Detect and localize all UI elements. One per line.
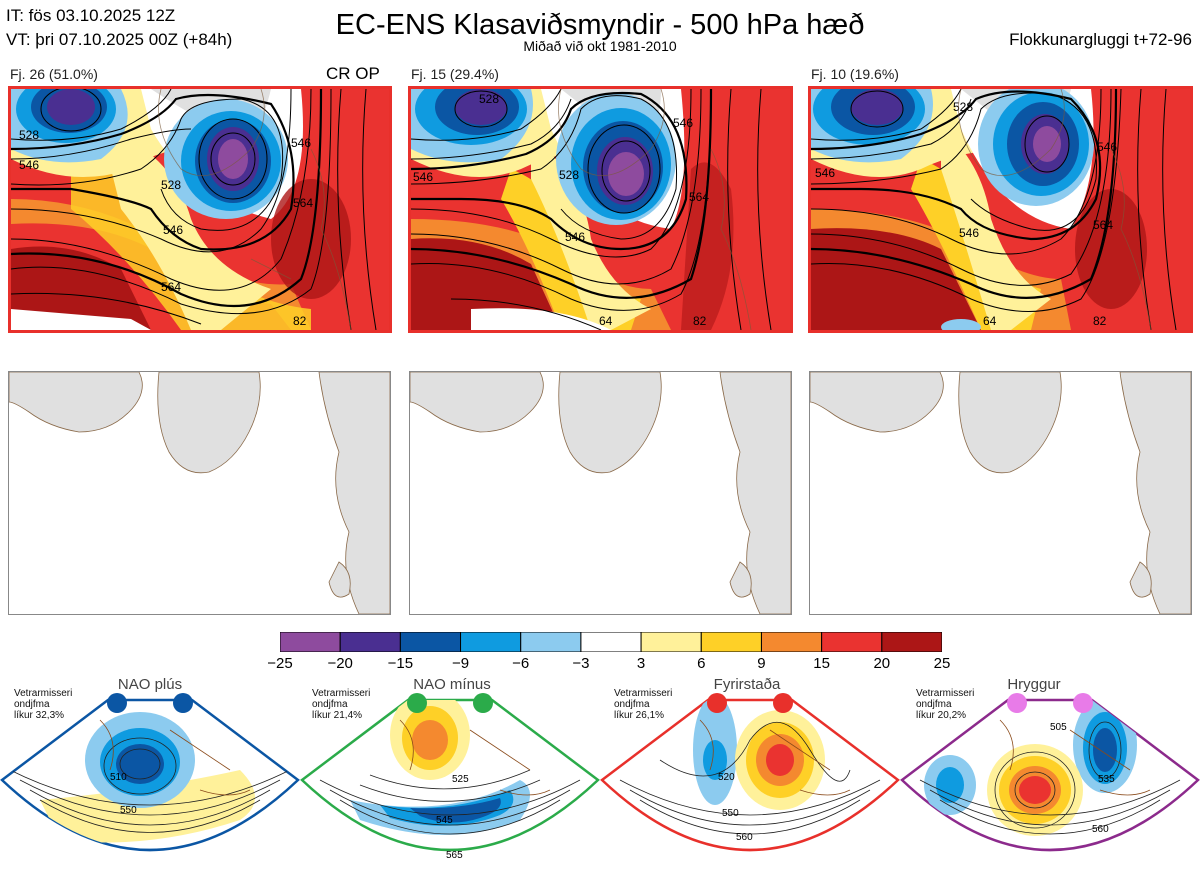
colorbar-tick-label: −15 xyxy=(387,655,414,672)
colorbar-segment xyxy=(821,631,883,653)
contour-label: 528 xyxy=(161,178,181,192)
contour-label: 64 xyxy=(599,314,613,328)
contour-label: 546 xyxy=(19,158,39,172)
contour-label: 82 xyxy=(293,314,307,328)
blank-map-2[interactable] xyxy=(409,371,792,615)
contour-label: 82 xyxy=(693,314,707,328)
contour-label: 546 xyxy=(815,166,835,180)
contour-label: 510 xyxy=(110,772,127,783)
regime-title-ridge: Hryggur xyxy=(1007,676,1061,693)
regime-map-nao-minus[interactable]: 525 545 565 xyxy=(300,690,600,871)
regime-note-ridge: Vetrarmisseri ondjfma líkur 20,2% xyxy=(916,688,975,721)
regime-title-blocking: Fyrirstaða xyxy=(713,676,781,693)
contour-label: 535 xyxy=(1098,774,1115,785)
regime-note-blocking: Vetrarmisseri ondjfma líkur 26,1% xyxy=(614,688,673,721)
cluster-1-label: Fj. 26 (51.0%) xyxy=(10,66,98,82)
regime-map-blocking[interactable]: 520 550 560 xyxy=(600,690,900,871)
contour-label: 525 xyxy=(452,774,469,785)
contour-label: 565 xyxy=(446,850,463,861)
colorbar-segment xyxy=(520,631,582,653)
initial-time: IT: fös 03.10.2025 12Z xyxy=(6,6,176,25)
colorbar-tick-label: −20 xyxy=(327,655,353,672)
regime-map-ridge[interactable]: 505 535 560 xyxy=(900,690,1200,871)
contour-label: 528 xyxy=(19,128,39,142)
colorbar-segment xyxy=(640,631,702,653)
contour-label: 82 xyxy=(1093,314,1107,328)
regime-note-nao-minus: Vetrarmisseri ondjfma líkur 21,4% xyxy=(312,688,371,721)
contour-label: 528 xyxy=(953,100,973,114)
contour-label: 560 xyxy=(1092,824,1109,835)
colorbar-tick-label: 25 xyxy=(933,655,951,672)
colorbar-segment xyxy=(279,631,341,653)
contour-label: 546 xyxy=(291,136,311,150)
contour-label: 546 xyxy=(1097,140,1117,154)
contour-label: 564 xyxy=(1093,218,1113,232)
cluster-1-map[interactable]: 528 546 564 546 528 564 82 546 xyxy=(8,86,392,333)
colorbar-tick-label: 15 xyxy=(813,655,830,672)
colorbar-tick-label: 3 xyxy=(636,655,646,672)
contour-label: 546 xyxy=(163,223,183,237)
contour-label: 550 xyxy=(120,805,137,816)
colorbar-tick-label: −9 xyxy=(451,655,470,672)
contour-label: 564 xyxy=(689,190,709,204)
colorbar-segment xyxy=(399,631,462,653)
colorbar-tick-label: 9 xyxy=(757,655,766,672)
cluster-2-map[interactable]: 528 546 528 546 564 546 82 64 xyxy=(408,86,793,333)
colorbar-segment xyxy=(700,631,762,653)
contour-label: 564 xyxy=(161,280,181,294)
regime-note-nao-plus: Vetrarmisseri ondjfma líkur 32,3% xyxy=(14,688,73,721)
colorbar-segment xyxy=(580,631,642,653)
contour-label: 528 xyxy=(559,168,579,182)
contour-label: 528 xyxy=(479,92,499,106)
contour-label: 546 xyxy=(413,170,433,184)
colorbar-segment xyxy=(460,631,522,653)
cluster-3-map[interactable]: 528 546 546 546 564 82 64 xyxy=(808,86,1193,333)
cluster-3-label: Fj. 10 (19.6%) xyxy=(811,66,899,82)
valid-time: VT: þri 07.10.2025 00Z (+84h) xyxy=(6,30,233,49)
regime-title-nao-plus: NAO plús xyxy=(117,676,183,693)
colorbar-tick-label: 20 xyxy=(873,655,891,672)
contour-label: 505 xyxy=(1050,722,1067,733)
page-title: EC-ENS Klasaviðsmyndir - 500 hPa hæð xyxy=(335,9,865,41)
colorbar xyxy=(279,631,943,653)
blank-map-1[interactable] xyxy=(8,371,391,615)
cluster-2-label: Fj. 15 (29.4%) xyxy=(411,66,499,82)
contour-label: 545 xyxy=(436,815,453,826)
colorbar-tick-label: 6 xyxy=(697,655,706,672)
contour-label: 546 xyxy=(959,226,979,240)
contour-label: 550 xyxy=(722,808,739,819)
colorbar-segment xyxy=(881,631,943,653)
colorbar-tick-label: −3 xyxy=(572,655,590,672)
colorbar-tick-label: −25 xyxy=(267,655,293,672)
contour-label: 564 xyxy=(293,196,313,210)
colorbar-segment xyxy=(339,631,401,653)
contour-label: 520 xyxy=(718,772,735,783)
contour-label: 560 xyxy=(736,832,753,843)
regime-title-nao-minus: NAO mínus xyxy=(413,676,491,693)
colorbar-tick-label: −6 xyxy=(512,655,530,672)
contour-label: 546 xyxy=(565,230,585,244)
blank-map-3[interactable] xyxy=(809,371,1192,615)
classification-window: Flokkunargluggi t+72-96 xyxy=(1009,30,1192,49)
contour-label: 546 xyxy=(673,116,693,130)
contour-label: 64 xyxy=(983,314,997,328)
page-subtitle: Miðað við okt 1981-2010 xyxy=(523,38,677,54)
colorbar-segment xyxy=(760,631,823,653)
regime-map-nao-plus[interactable]: 510 550 xyxy=(0,690,300,871)
cluster-1-tag: CR OP xyxy=(326,64,380,83)
